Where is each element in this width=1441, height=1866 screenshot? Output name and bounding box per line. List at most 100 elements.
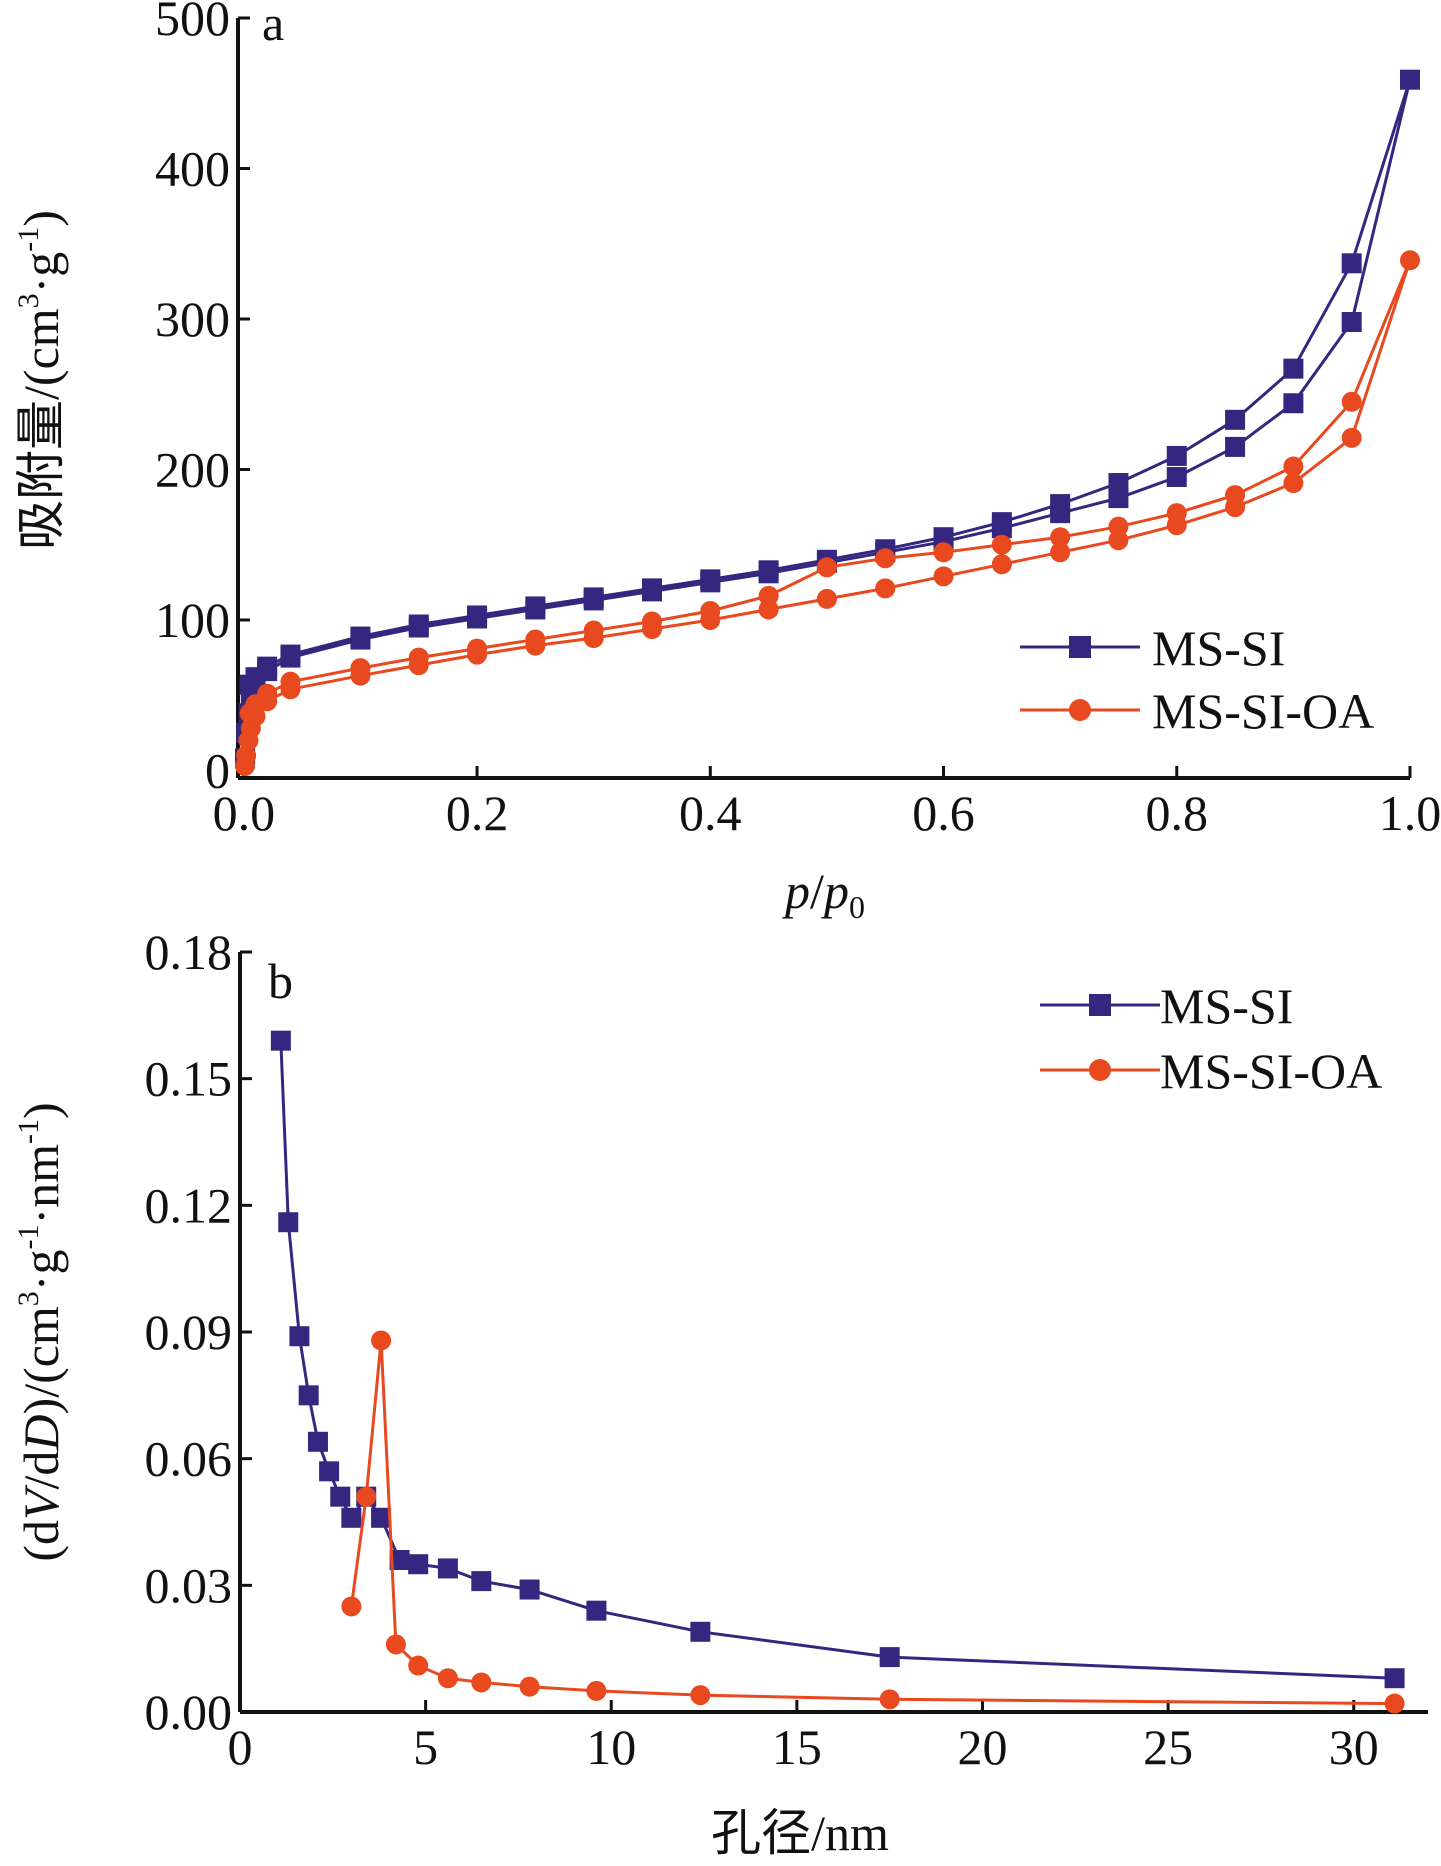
panel-b-y-tick-label: 0.09: [145, 1304, 233, 1360]
panel-b-point-ms-si: [408, 1554, 429, 1575]
panel-b-x-tick-label: 5: [413, 1719, 438, 1775]
panel-a-point-ms-si-oa: [1166, 503, 1187, 524]
panel-a-point-ms-si: [583, 587, 604, 608]
panel-a-point-ms-si: [1166, 467, 1187, 488]
panel-a-point-ms-si: [933, 527, 954, 548]
panel-a-point-ms-si-oa: [1283, 473, 1304, 494]
panel-a-point-ms-si-oa: [1050, 527, 1071, 548]
panel-b-point-ms-si-oa: [690, 1685, 711, 1706]
panel-a-point-ms-si: [350, 626, 371, 647]
panel-b-point-ms-si-oa: [586, 1680, 607, 1701]
panel-b-y-axis-title: (dV/dD)/(cm3·g-1·nm-1): [12, 1102, 69, 1561]
panel-a-point-ms-si: [1225, 436, 1246, 457]
panel-b-y-tick-label: 0.18: [145, 924, 233, 980]
panel-b-point-ms-si-oa: [356, 1486, 377, 1507]
panel-a-point-ms-si-oa: [236, 745, 257, 766]
panel-a-point-ms-si: [467, 605, 488, 626]
panel-b-point-ms-si: [437, 1558, 458, 1579]
panel-a-point-ms-si: [1400, 69, 1420, 90]
panel-b-point-ms-si: [278, 1212, 299, 1233]
panel-a-y-ticks: 0 100 200 300 400 500: [155, 0, 250, 798]
panel-a-point-ms-si-oa: [1400, 250, 1420, 271]
panel-b-legend-ms-si-oa: MS-SI-OA: [1040, 1043, 1382, 1099]
panel-b-y-tick-label: 0.00: [145, 1684, 233, 1740]
panel-a-x-tick-label: 0.8: [1146, 785, 1209, 841]
panel-b-point-ms-si: [389, 1550, 410, 1570]
panel-b-x-tick-label: 0: [228, 1719, 253, 1775]
panel-b: b 0.00 0.03 0.06 0.09 0.12 0.15 0.18 0 5 10 15 20 2…: [12, 924, 1428, 1861]
panel-a-y-axis-title: 吸附量/(cm3·g-1): [12, 210, 69, 550]
panel-a-letter: a: [262, 0, 284, 51]
panel-b-letter: b: [268, 953, 293, 1009]
panel-b-point-ms-si-oa: [519, 1676, 540, 1697]
panel-a-point-ms-si-oa: [1341, 427, 1362, 448]
panel-b-point-ms-si: [879, 1647, 900, 1668]
panel-a-legend: MS-SI MS-SI-OA: [1020, 620, 1374, 739]
panel-a-point-ms-si-oa: [350, 658, 371, 679]
panel-b-legend-ms-si-label: MS-SI: [1160, 978, 1293, 1034]
panel-a-point-ms-si-oa: [816, 588, 837, 609]
panel-b-point-ms-si: [298, 1385, 319, 1406]
panel-b-point-ms-si: [319, 1461, 340, 1482]
panel-a-point-ms-si: [1050, 494, 1071, 515]
panel-a-x-tick-label: 0.6: [912, 785, 975, 841]
panel-b-x-ticks: 0 5 10 15 20 25 30: [228, 1700, 1379, 1775]
panel-a-x-ticks: 0.0 0.2 0.4 0.6 0.8 1.0: [213, 766, 1441, 841]
panel-b-y-tick-label: 0.03: [145, 1557, 233, 1613]
panel-b-point-ms-si-oa: [408, 1655, 429, 1676]
panel-a-point-ms-si: [280, 644, 301, 665]
panel-b-y-ticks: 0.00 0.03 0.06 0.09 0.12 0.15 0.18: [145, 924, 252, 1740]
panel-b-x-tick-label: 10: [586, 1719, 636, 1775]
panel-a-x-tick-label: 0.0: [213, 785, 276, 841]
panel-a-legend-ms-si-label: MS-SI: [1152, 620, 1285, 676]
panel-a-point-ms-si: [1225, 409, 1246, 430]
panel-a-point-ms-si-oa: [933, 566, 954, 587]
panel-a-point-ms-si-oa: [1108, 516, 1129, 537]
panel-a-point-ms-si: [991, 512, 1012, 533]
panel-b-point-ms-si-oa: [471, 1672, 492, 1693]
panel-a-x-tick-label: 1.0: [1379, 785, 1441, 841]
panel-a-y-tick-label: 300: [155, 291, 230, 347]
panel-b-point-ms-si-oa: [437, 1668, 458, 1689]
panel-a-legend-ms-si: MS-SI: [1020, 620, 1285, 676]
panel-a-point-ms-si-oa: [1341, 391, 1362, 412]
panel-b-line-ms-si-oa: [349, 1338, 1395, 1706]
panel-b-point-ms-si: [330, 1486, 351, 1507]
panel-a-point-ms-si-oa: [408, 647, 429, 668]
panel-a-point-ms-si-oa: [875, 578, 896, 599]
panel-a-y-tick-label: 200: [155, 441, 230, 497]
panel-a-y-tick-label: 500: [155, 0, 230, 46]
panel-b-point-ms-si: [690, 1621, 711, 1642]
panel-a-point-ms-si: [1341, 253, 1362, 274]
panel-a-point-ms-si: [700, 569, 721, 590]
panel-a-point-ms-si-oa: [525, 629, 546, 650]
panel-a-point-ms-si-oa: [700, 600, 721, 621]
panel-a-legend-ms-si-oa: MS-SI-OA: [1020, 683, 1374, 739]
panel-b-point-ms-si: [519, 1579, 540, 1600]
panel-a-y-tick-label: 400: [155, 140, 230, 196]
panel-a: a 0 100 200 300 400 500 0.0 0.2 0.4 0.6 0.8 1.0 吸附…: [12, 0, 1441, 925]
panel-a-series: [234, 69, 1420, 776]
panel-a-legend-ms-si-oa-label: MS-SI-OA: [1152, 683, 1374, 739]
panel-b-point-ms-si-oa: [1384, 1693, 1405, 1714]
panel-a-x-axis-title: p/p0: [782, 863, 865, 925]
panel-a-point-ms-si-oa: [816, 557, 837, 578]
panel-a-point-ms-si-oa: [583, 620, 604, 641]
panel-a-point-ms-si-oa: [280, 671, 301, 692]
panel-b-x-tick-label: 15: [772, 1719, 822, 1775]
panel-a-point-ms-si-oa: [239, 703, 260, 724]
panel-b-point-ms-si: [586, 1600, 607, 1621]
panel-a-point-ms-si-oa: [1283, 456, 1304, 477]
panel-b-point-ms-si-oa: [341, 1596, 362, 1617]
panel-a-point-ms-si-oa: [1050, 542, 1071, 563]
panel-a-point-ms-si: [1283, 393, 1304, 414]
panel-b-point-ms-si: [1384, 1668, 1405, 1689]
panel-b-legend-ms-si-oa-label: MS-SI-OA: [1160, 1043, 1382, 1099]
panel-a-x-tick-label: 0.4: [679, 785, 742, 841]
panel-b-point-ms-si: [471, 1571, 492, 1592]
panel-a-point-ms-si: [1341, 312, 1362, 332]
panel-a-point-ms-si-oa: [933, 542, 954, 563]
panel-a-point-ms-si: [408, 614, 429, 635]
panel-a-point-ms-si: [1166, 445, 1187, 466]
